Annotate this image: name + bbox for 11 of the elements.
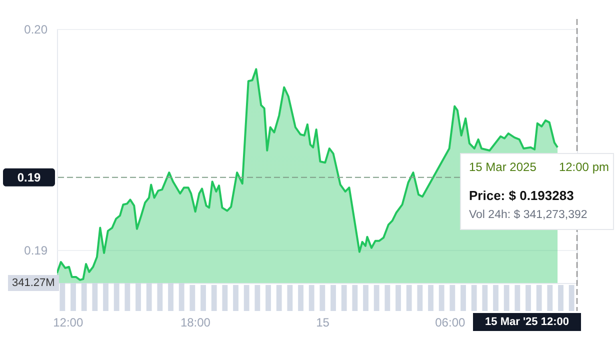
annotation: Vol 24h: $ 341,273,392 (469, 209, 588, 221)
ref-line-label: 15 Mar '25 12:00 (485, 316, 569, 328)
y-tick-label: 0.20 (24, 22, 48, 36)
x-tick-label: 15 (316, 316, 330, 330)
annotation: 15 Mar 2025 (469, 160, 536, 174)
x-tick-label: 12:00 (53, 316, 84, 330)
text: 341.27M (8, 275, 59, 291)
x-tick-label: 18:00 (180, 316, 211, 330)
annotation: Price: $ 0.193283 (469, 188, 575, 203)
annotation: 12:00 pm (558, 160, 609, 174)
x-tick-label: 06:00 (435, 316, 466, 330)
